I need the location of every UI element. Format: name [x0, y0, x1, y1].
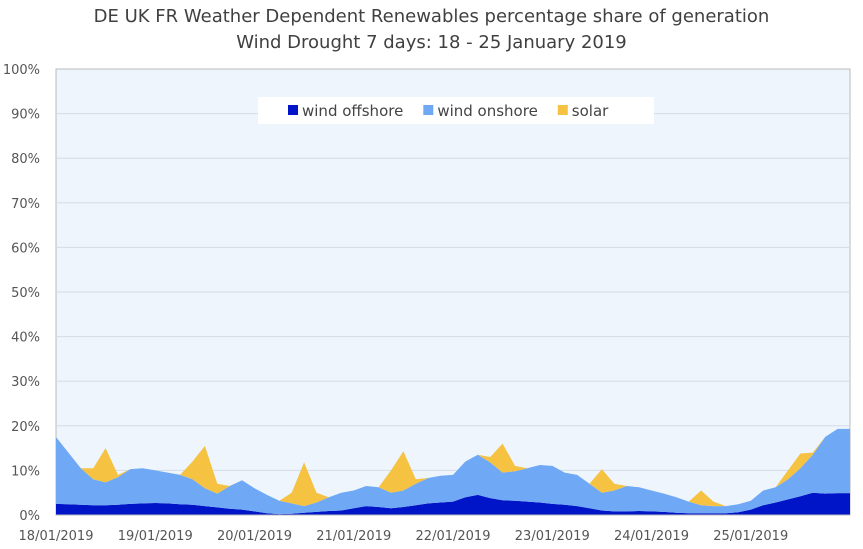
legend-label: wind offshore — [302, 102, 403, 120]
chart-title: DE UK FR Weather Dependent Renewables pe… — [93, 6, 770, 27]
y-tick-label: 50% — [11, 286, 40, 301]
y-tick-label: 0% — [19, 509, 40, 524]
area-wind-offshore — [56, 492, 850, 515]
x-tick-label: 22/01/2019 — [416, 529, 491, 544]
legend — [258, 97, 654, 124]
x-tick-label: 24/01/2019 — [614, 529, 689, 544]
y-tick-label: 10% — [11, 464, 40, 479]
legend-swatch — [557, 105, 568, 115]
y-tick-label: 60% — [11, 241, 40, 256]
y-tick-label: 30% — [11, 375, 40, 390]
x-tick-label: 25/01/2019 — [713, 529, 788, 544]
legend-swatch — [288, 105, 298, 115]
x-tick-label: 19/01/2019 — [118, 529, 193, 544]
legend-label: wind onshore — [437, 102, 537, 120]
y-tick-label: 80% — [11, 152, 40, 167]
y-tick-label: 100% — [3, 63, 40, 78]
x-tick-label: 23/01/2019 — [515, 529, 590, 544]
area-wind-onshore — [56, 428, 850, 515]
legend-label: solar — [572, 102, 609, 120]
chart-subtitle: Wind Drought 7 days: 18 - 25 January 201… — [236, 32, 627, 53]
legend-swatch — [423, 105, 434, 115]
x-tick-label: 21/01/2019 — [316, 529, 391, 544]
y-tick-label: 40% — [11, 331, 40, 346]
x-tick-label: 20/01/2019 — [217, 529, 292, 544]
x-tick-label: 18/01/2019 — [19, 529, 94, 544]
y-tick-label: 70% — [11, 197, 40, 212]
y-tick-label: 90% — [11, 108, 40, 123]
y-tick-label: 20% — [11, 420, 40, 435]
